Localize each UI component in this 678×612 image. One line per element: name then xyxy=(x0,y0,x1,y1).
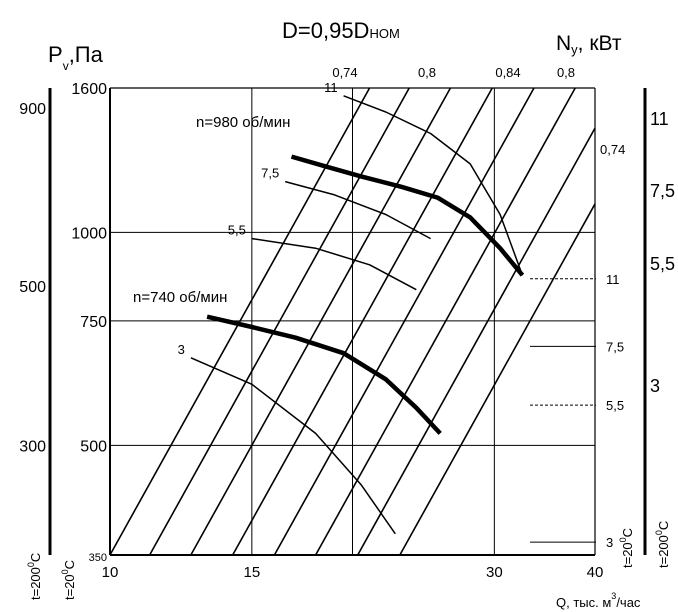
right-temp-label: t=200C xyxy=(618,528,635,568)
series-label: n=740 об/мин xyxy=(133,289,227,306)
chart-title: D=0,95DНОМ xyxy=(282,18,400,43)
fan-characteristic-line xyxy=(290,154,525,277)
power-ref-label: 3 xyxy=(606,535,613,550)
efficiency-top-label: 0,84 xyxy=(495,65,520,80)
efficiency-top-label: 0,74 xyxy=(332,65,357,80)
left-temp-label: t=200C xyxy=(60,560,77,600)
efficiency-ray xyxy=(148,87,410,556)
efficiency-top-label: 0,8 xyxy=(418,65,436,80)
y-tick-label: 500 xyxy=(80,438,107,455)
y-tick-label: 1600 xyxy=(71,81,107,98)
y-axis-label: Pv,Па xyxy=(48,42,104,73)
left-temp-label: t=2000C xyxy=(26,553,43,600)
power-curve-label: 3 xyxy=(178,342,185,357)
efficiency-ray xyxy=(109,87,371,556)
y-tick-label: 750 xyxy=(80,314,107,331)
efficiency-ray xyxy=(273,87,535,556)
power-axis-tick-label: 5,5 xyxy=(650,254,675,274)
outer-left-tick: 500 xyxy=(19,279,46,296)
outer-left-tick: 300 xyxy=(19,438,46,455)
efficiency-side-label: 0,74 xyxy=(600,142,625,157)
efficiency-ray xyxy=(190,87,452,556)
y-tick-label: 1000 xyxy=(71,225,107,242)
power-ref-label: 7,5 xyxy=(606,339,624,354)
power-curve-label: 11 xyxy=(324,80,338,95)
efficiency-ray xyxy=(399,203,596,556)
power-axis-tick-label: 7,5 xyxy=(650,181,675,201)
power-axis-label: Nу, кВт xyxy=(556,32,622,57)
power-axis-tick-label: 3 xyxy=(650,376,660,396)
outer-left-tick: 900 xyxy=(19,101,46,118)
efficiency-ray xyxy=(314,87,576,556)
fan-characteristic-line xyxy=(206,314,442,435)
power-curve xyxy=(251,237,417,291)
power-curve-label: 5,5 xyxy=(228,223,246,238)
power-axis-tick-label: 11 xyxy=(650,109,669,129)
x-tick-label: 30 xyxy=(486,564,503,581)
x-tick-label: 10 xyxy=(102,564,119,581)
x-tick-label: 40 xyxy=(587,564,604,581)
power-curve-label: 7,5 xyxy=(261,166,279,181)
efficiency-ray xyxy=(357,127,596,556)
efficiency-top-label: 0,8 xyxy=(557,65,575,80)
x-axis-label: Q, тыс. м3/час xyxy=(556,591,641,610)
series-label: n=980 об/мин xyxy=(196,114,290,131)
power-curve xyxy=(343,95,524,276)
power-curve xyxy=(190,357,396,535)
power-ref-label: 11 xyxy=(606,272,620,287)
power-ref-label: 5,5 xyxy=(606,398,624,413)
power-curve xyxy=(285,180,431,240)
right-temp-label: t=2000C xyxy=(654,521,671,568)
y-tick-label: 350 xyxy=(89,552,107,564)
x-tick-label: 15 xyxy=(244,564,261,581)
efficiency-ray xyxy=(231,87,493,556)
